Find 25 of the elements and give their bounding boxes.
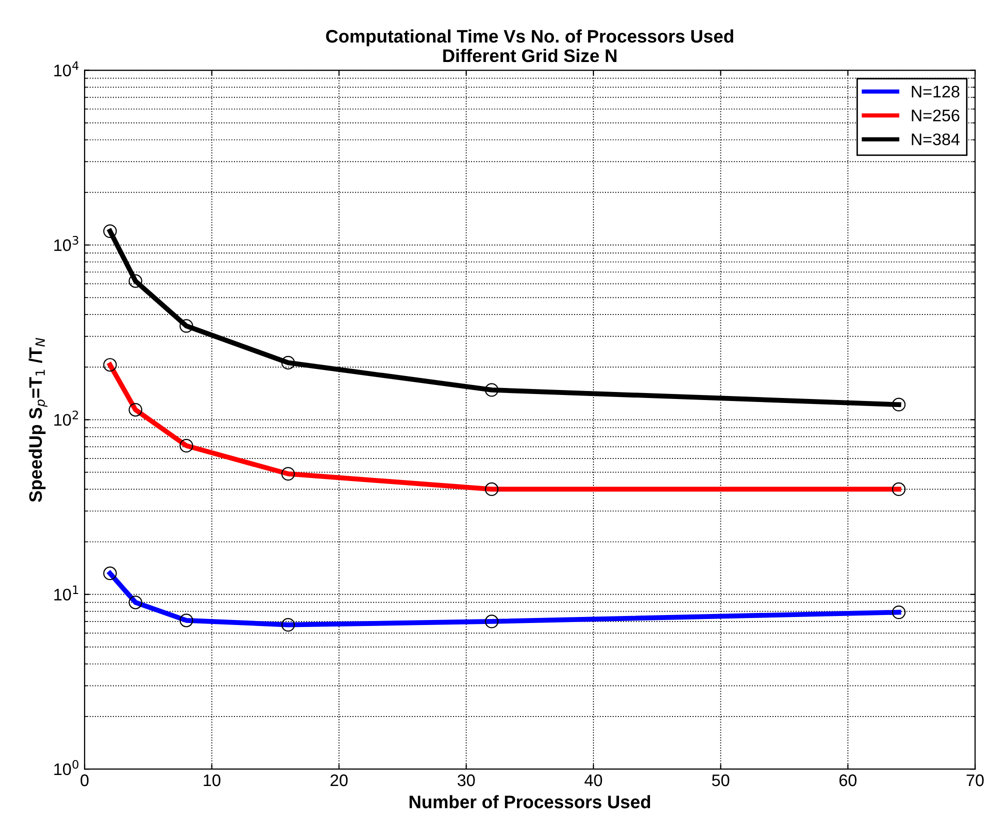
x-tick-label: 20 — [330, 774, 348, 786]
chart-title: Computational Time Vs No. of Processors Used Different Grid Size N — [326, 29, 734, 62]
legend-label: N=128 — [912, 86, 960, 98]
point — [180, 319, 194, 333]
point — [103, 224, 117, 238]
y-tick-label: 10$^{4}$ — [54, 61, 79, 76]
y-tick-label: 10$^{0}$ — [54, 760, 78, 776]
x-tick-label: 60 — [839, 774, 856, 786]
x-tick-label: 40 — [584, 774, 602, 786]
point — [281, 356, 295, 370]
x-axis-title: Number of Processors Used — [410, 795, 650, 808]
x-tick-label: 70 — [966, 774, 984, 786]
y-tick-label: 10$^{1}$ — [54, 585, 78, 600]
x-tick-label: 30 — [458, 774, 475, 786]
point — [484, 383, 498, 397]
y-tick-label: 10$^{3}$ — [54, 236, 78, 252]
legend-label: N=384 — [912, 133, 960, 146]
y-axis-title: SpeedUp S$_{p}$=T$_{1}$ /T$_{N}$ — [28, 338, 48, 502]
point — [128, 274, 142, 288]
x-tick-label: 0 — [80, 774, 89, 786]
legend-label: N=256 — [912, 110, 960, 122]
x-tick-label: 50 — [712, 774, 730, 786]
x-tick-label: 10 — [204, 774, 220, 786]
point — [892, 398, 906, 412]
y-tick-label: 10$^{2}$ — [54, 410, 78, 426]
